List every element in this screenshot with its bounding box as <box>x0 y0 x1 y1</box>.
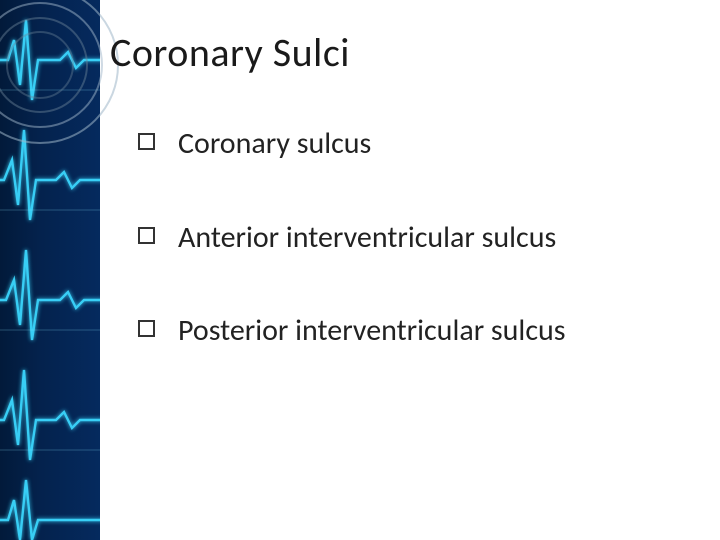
bullet-text: Anterior interventricular sulcus <box>178 219 556 256</box>
bullet-text: Posterior interventricular sulcus <box>178 312 566 349</box>
slide-title: Coronary Sulci <box>110 28 700 77</box>
slide-content: Coronary Sulci Coronary sulcus Anterior … <box>100 0 720 540</box>
list-item: Anterior interventricular sulcus <box>138 219 700 257</box>
bullet-list: Coronary sulcus Anterior interventricula… <box>110 125 700 350</box>
checkbox-icon <box>138 133 155 150</box>
bullet-text: Coronary sulcus <box>178 125 371 162</box>
checkbox-icon <box>138 320 155 337</box>
checkbox-icon <box>138 227 155 244</box>
list-item: Coronary sulcus <box>138 125 700 163</box>
list-item: Posterior interventricular sulcus <box>138 312 700 350</box>
